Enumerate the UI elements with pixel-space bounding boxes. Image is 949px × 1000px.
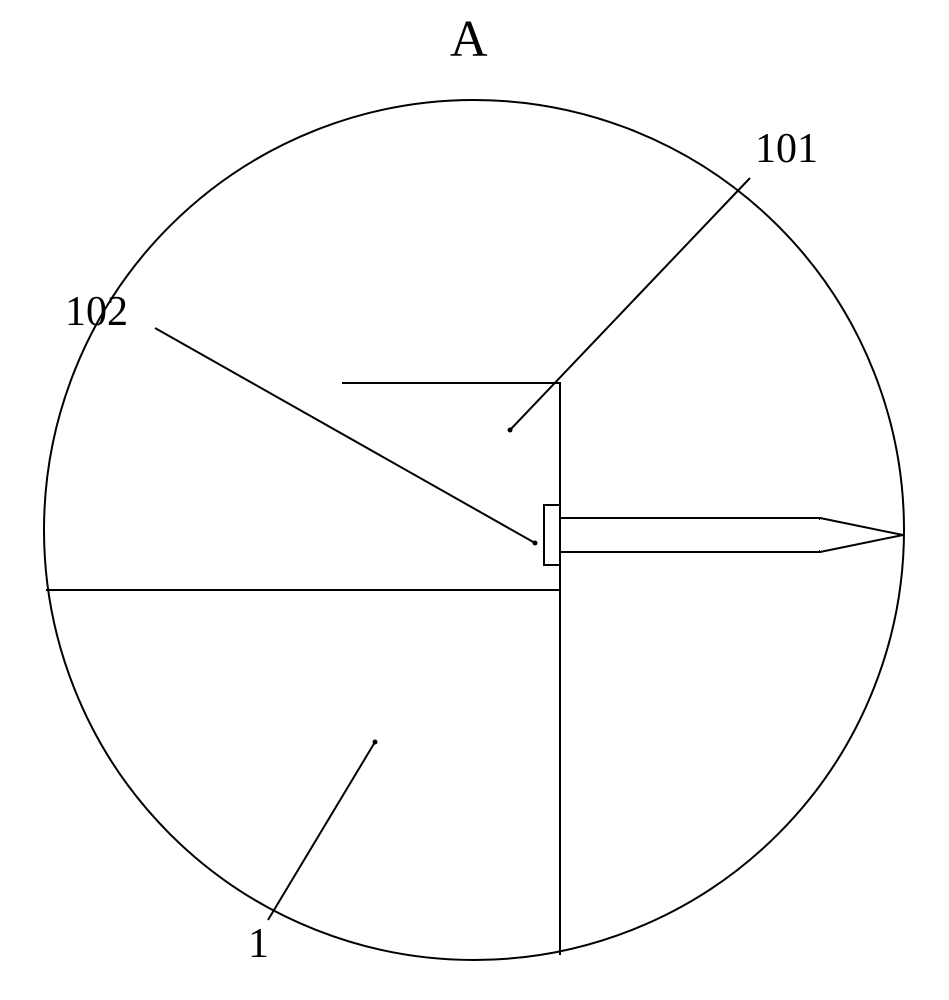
leader-101-dot — [508, 428, 513, 433]
leader-101 — [510, 178, 750, 430]
leader-102-dot — [533, 541, 538, 546]
block-101 — [342, 383, 560, 590]
callout-label-1: 1 — [248, 920, 269, 968]
leader-102 — [155, 328, 535, 543]
nail-flange — [544, 505, 560, 565]
nail-tip — [820, 518, 903, 552]
callout-label-101: 101 — [755, 125, 818, 173]
leader-1-dot — [373, 740, 378, 745]
leader-1 — [268, 742, 375, 920]
view-label-a: A — [450, 10, 488, 69]
callout-label-102: 102 — [65, 288, 128, 336]
nail-shaft — [560, 518, 820, 552]
